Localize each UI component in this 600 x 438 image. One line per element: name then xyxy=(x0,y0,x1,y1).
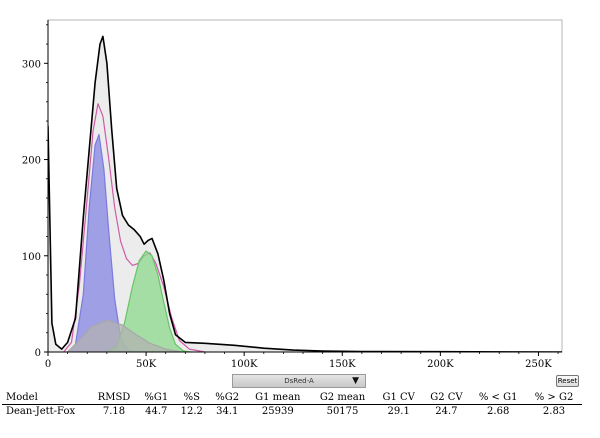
x-tick-label: 150K xyxy=(329,359,356,370)
stats-value-cell: 24.7 xyxy=(435,406,458,417)
series-fill-4 xyxy=(67,320,182,352)
stats-header-cell: %S xyxy=(174,391,209,405)
stats-header-cell: G2 CV xyxy=(422,391,471,405)
stats-header-cell: G2 mean xyxy=(310,391,375,405)
stats-value-cell: 50175 xyxy=(326,406,359,417)
stats-value-cell: Dean-Jett-Fox xyxy=(6,406,76,417)
axis-layer: 0 50K 100K 150K 200K 250K 0 100 200 300 xyxy=(22,20,562,370)
axis-parameter-select[interactable]: DsRed-A ▼ xyxy=(232,374,366,388)
stats-value-cell: 34.1 xyxy=(216,406,239,417)
stats-value-cell: 29.1 xyxy=(387,406,410,417)
series-line-4 xyxy=(67,319,182,352)
series-line-3 xyxy=(106,250,192,352)
y-tick-label: 0 xyxy=(35,348,41,359)
stats-header-cell: RMSD xyxy=(90,391,139,405)
chevron-down-icon: ▼ xyxy=(352,376,359,386)
stats-data-row: Dean-Jett-Fox 7.18 44.7 12.2 34.1 25939 50175 2… xyxy=(2,405,582,419)
series-layer xyxy=(48,35,562,352)
stats-value-cell: 7.18 xyxy=(102,406,126,417)
y-tick-label: 100 xyxy=(22,252,41,263)
stats-header-cell: G1 mean xyxy=(245,391,311,405)
stats-header-cell: %G2 xyxy=(208,391,246,405)
axis-parameter-value: DsRed-A xyxy=(284,377,314,385)
stats-value-cell: 12.2 xyxy=(180,406,203,417)
stats-header-cell: % > G2 xyxy=(526,391,582,405)
stats-value-cell: 2.68 xyxy=(487,406,510,417)
series-fill-2 xyxy=(67,134,137,352)
x-tick-label: 0 xyxy=(45,359,51,370)
series-fill-3 xyxy=(106,251,192,352)
stats-header-cell: G1 CV xyxy=(374,391,423,405)
y-tick-label: 300 xyxy=(22,59,41,70)
stats-header-cell: %G1 xyxy=(138,391,175,405)
stats-value-cell: 44.7 xyxy=(145,406,168,417)
x-tick-label: 100K xyxy=(231,359,258,370)
model-stats-table: Model RMSD %G1 %S %G2 G1 mean G2 mean G1 CV G2 C… xyxy=(2,391,582,418)
y-tick-label: 200 xyxy=(22,156,41,167)
x-tick-label: 50K xyxy=(136,359,157,370)
stats-header-row: Model RMSD %G1 %S %G2 G1 mean G2 mean G1 CV G2 C… xyxy=(2,391,582,405)
histogram-plot: 0 50K 100K 150K 200K 250K 0 100 200 300 xyxy=(22,19,563,370)
stats-value-cell: 2.83 xyxy=(542,406,566,417)
reset-button[interactable]: Reset xyxy=(556,375,579,387)
stats-header-cell: % < G1 xyxy=(470,391,527,405)
series-line-0 xyxy=(48,35,562,352)
stats-header-cell: Model xyxy=(2,391,90,405)
stats-value-cell: 25939 xyxy=(261,406,294,417)
x-tick-label: 250K xyxy=(525,359,552,370)
x-tick-label: 200K xyxy=(427,359,454,370)
